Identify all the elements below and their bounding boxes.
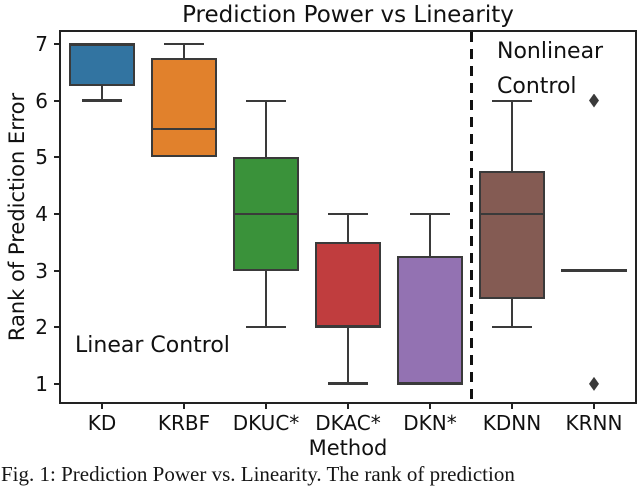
y-tick-label: 5 — [35, 145, 48, 170]
whisker-cap-bottom — [246, 325, 286, 329]
annotation-nonlinear-control: Nonlinear Control — [497, 39, 604, 99]
whisker-cap-top — [246, 99, 286, 103]
y-tick-label: 2 — [35, 315, 48, 340]
outlier-diamond — [589, 376, 599, 391]
outlier-diamond — [589, 93, 599, 108]
y-tick-label: 4 — [35, 201, 48, 226]
whisker-cap-top — [492, 99, 532, 103]
x-tick-label: DKAC* — [315, 411, 381, 435]
x-tick-label: KD — [87, 411, 117, 435]
whisker-cap-top — [328, 212, 368, 216]
box-DKN* — [397, 256, 463, 384]
x-tick-label: DKN* — [403, 411, 457, 435]
y-tick-mark — [54, 269, 61, 272]
y-tick-mark — [54, 326, 61, 329]
median-line-KD — [69, 42, 135, 46]
figure-caption: Fig. 1: Prediction Power vs. Linearity. … — [1, 462, 515, 486]
median-line-KRNN — [561, 269, 627, 272]
whisker-cap-bottom — [82, 99, 122, 102]
y-tick-mark — [54, 382, 61, 385]
y-tick-mark — [54, 212, 61, 215]
x-tick-mark — [347, 402, 349, 409]
median-line-DKUC* — [233, 212, 299, 216]
box-KDNN — [479, 171, 545, 299]
whisker-cap-top — [410, 212, 450, 216]
x-tick-label: KDNN — [482, 411, 542, 435]
x-tick-mark — [593, 402, 595, 409]
median-line-KRBF — [151, 127, 217, 131]
whisker-cap-bottom — [492, 325, 532, 329]
chart-title: Prediction Power vs Linearity — [182, 2, 514, 28]
separator-dashed-line — [469, 32, 473, 402]
box-DKAC* — [315, 242, 381, 328]
y-tick-mark — [54, 99, 61, 102]
x-tick-mark — [265, 402, 267, 409]
x-tick-mark — [101, 402, 103, 409]
median-line-DKAC* — [315, 325, 381, 329]
y-tick-label: 1 — [35, 371, 48, 396]
x-tick-label: KRBF — [157, 411, 211, 435]
x-tick-label: DKUC* — [232, 411, 300, 435]
median-line-KDNN — [479, 212, 545, 216]
y-tick-label: 6 — [35, 88, 48, 113]
y-tick-mark — [54, 156, 61, 159]
x-tick-mark — [429, 402, 431, 409]
x-tick-mark — [511, 402, 513, 409]
annotation-linear-control: Linear Control — [75, 333, 230, 358]
whisker-cap-top — [164, 42, 204, 46]
y-tick-mark — [54, 42, 61, 45]
y-tick-label: 3 — [35, 258, 48, 283]
x-axis-label: Method — [308, 436, 388, 460]
median-line-DKN* — [397, 382, 463, 386]
x-tick-mark — [183, 402, 185, 409]
whisker-cap-bottom — [328, 382, 368, 385]
box-KRBF — [151, 58, 217, 158]
x-tick-label: KRNN — [565, 411, 623, 435]
y-tick-label: 7 — [35, 31, 48, 56]
plot-area — [59, 30, 637, 404]
box-KD — [69, 43, 135, 87]
